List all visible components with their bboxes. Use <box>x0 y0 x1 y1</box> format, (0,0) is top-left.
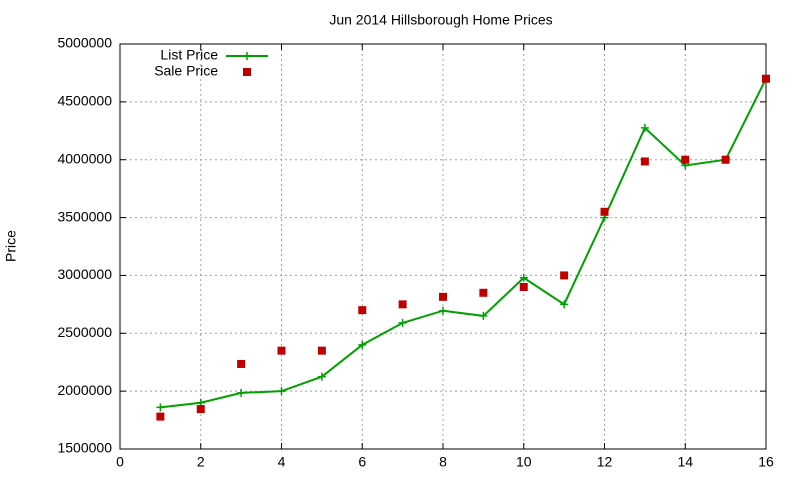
x-tick-label: 0 <box>116 454 124 470</box>
data-point <box>237 388 246 397</box>
data-point <box>600 207 609 216</box>
data-point <box>439 292 447 301</box>
data-point <box>317 346 326 355</box>
data-point <box>196 405 205 414</box>
data-point <box>317 372 326 381</box>
data-point <box>640 123 649 132</box>
data-point <box>519 273 528 282</box>
series-line <box>160 78 767 409</box>
y-tick-label: 4500000 <box>57 93 112 109</box>
y-tick-label: 2500000 <box>57 324 112 340</box>
x-tick-label: 10 <box>516 454 532 470</box>
data-point <box>156 403 165 412</box>
data-point <box>277 387 286 396</box>
y-tick-label: 3000000 <box>57 266 112 282</box>
y-tick-label: 5000000 <box>57 35 112 51</box>
data-point <box>398 318 407 327</box>
data-point <box>519 283 528 291</box>
x-tick-label: 4 <box>278 454 286 470</box>
x-tick-label: 2 <box>197 454 205 470</box>
data-point <box>560 271 569 280</box>
plot-frame <box>119 43 767 450</box>
data-point <box>560 300 569 309</box>
data-point <box>277 346 286 355</box>
y-tick-label: 1500000 <box>57 440 112 456</box>
data-point <box>358 340 367 349</box>
y-tick-label: 2000000 <box>57 382 112 398</box>
y-axis-label: Price <box>3 230 19 262</box>
legend-label: List Price <box>160 47 218 63</box>
x-tick-label: 14 <box>677 454 693 470</box>
x-tick-label: 6 <box>358 454 366 470</box>
x-tick-label: 16 <box>758 454 774 470</box>
data-point <box>479 311 488 320</box>
data-point <box>479 288 488 297</box>
data-point <box>439 306 447 315</box>
legend-label: Sale Price <box>154 63 218 79</box>
x-tick-label: 8 <box>439 454 447 470</box>
data-point <box>762 74 770 83</box>
data-point <box>640 157 649 166</box>
data-point <box>721 155 730 164</box>
legend-marker <box>243 52 251 60</box>
data-point <box>156 412 165 421</box>
chart-title: Jun 2014 Hillsborough Home Prices <box>329 12 552 28</box>
x-tick-label: 12 <box>597 454 613 470</box>
data-point <box>358 306 367 315</box>
data-point <box>681 155 690 164</box>
legend-marker <box>243 68 251 76</box>
y-tick-label: 4000000 <box>57 150 112 166</box>
data-point <box>237 359 246 368</box>
y-tick-label: 3500000 <box>57 208 112 224</box>
data-point <box>398 300 407 309</box>
